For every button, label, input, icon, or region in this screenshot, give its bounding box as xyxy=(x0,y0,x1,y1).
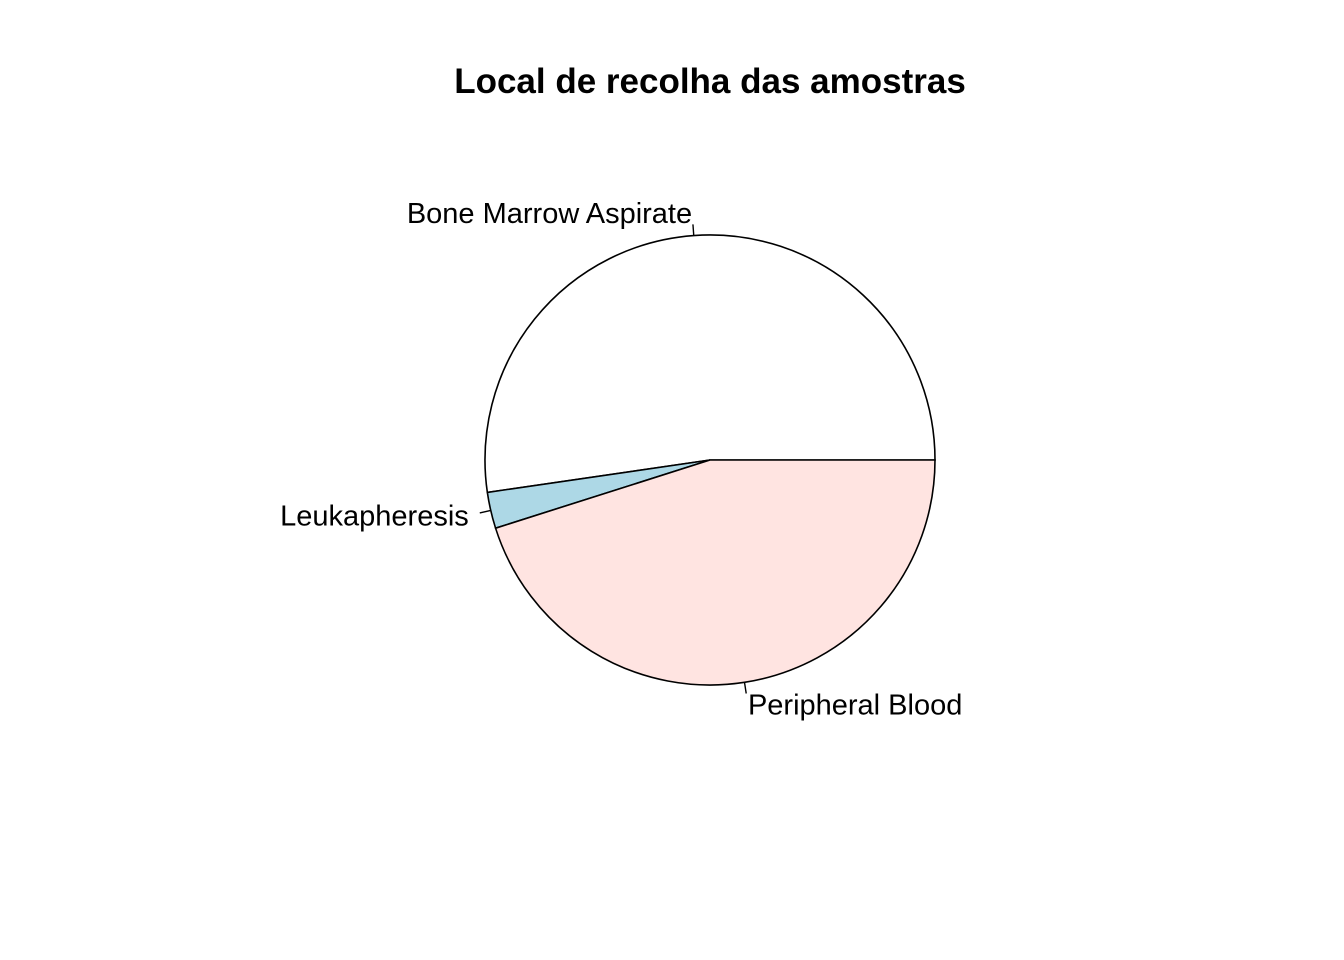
pie-slice-bone-marrow-aspirate xyxy=(484,234,936,494)
leader-line-bone-marrow-aspirate xyxy=(692,224,695,236)
pie-labels: Bone Marrow Aspirate Leukapheresis Periphe… xyxy=(280,198,962,721)
pie-label-leukapheresis: Leukapheresis xyxy=(280,501,469,533)
pie-label-peripheral-blood: Peripheral Blood xyxy=(748,690,962,722)
pie-leader-lines xyxy=(479,224,747,694)
chart-title: Local de recolha das amostras xyxy=(454,62,966,101)
pie-slices xyxy=(484,234,936,686)
leader-line-peripheral-blood xyxy=(743,682,747,694)
pie-label-bone-marrow-aspirate: Bone Marrow Aspirate xyxy=(407,198,692,230)
leader-line-leukapheresis xyxy=(479,509,491,514)
pie-slice-peripheral-blood xyxy=(494,459,936,686)
